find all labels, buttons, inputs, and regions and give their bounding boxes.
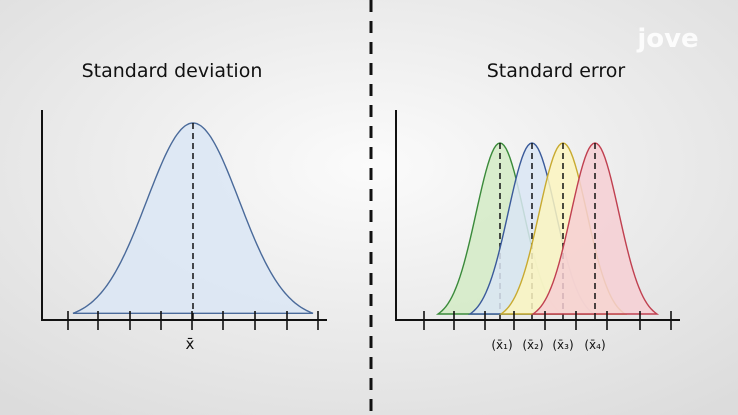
ticks (67, 311, 672, 330)
panel-title: Standard error (487, 60, 626, 82)
logo: jove (636, 24, 698, 54)
mean-label: x̄ (186, 335, 195, 353)
mean-label: (x̄₁) (491, 338, 512, 352)
panel-title: Standard deviation (82, 60, 263, 82)
left-axes (41, 110, 327, 321)
mean-label: (x̄₃) (552, 338, 573, 352)
mean-label: (x̄₂) (522, 338, 543, 352)
mean-label: (x̄₄) (584, 338, 605, 352)
axes (41, 110, 680, 321)
right-axes (395, 110, 680, 321)
curves (72, 122, 660, 320)
